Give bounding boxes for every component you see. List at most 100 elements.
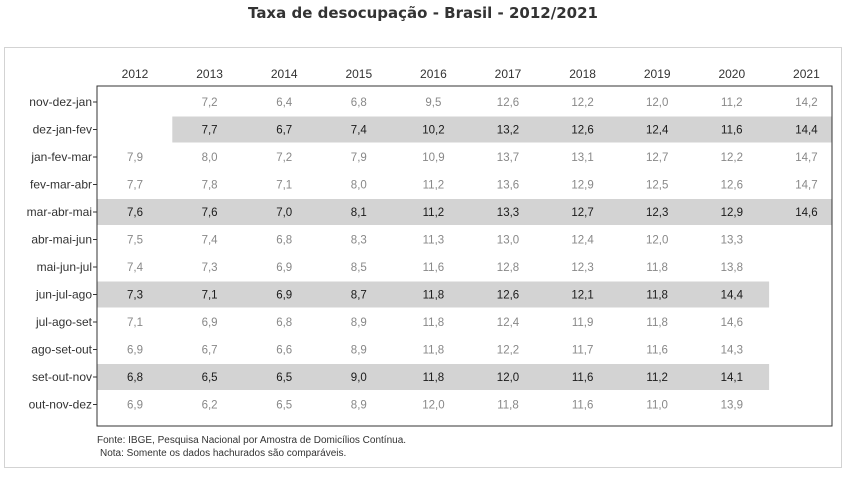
cell-value: 7,7 [127,180,143,192]
cell-value: 11,8 [646,262,668,274]
cell-value: 7,1 [202,290,218,302]
cell-value: 7,4 [202,235,219,247]
cell-value: 11,6 [572,372,594,384]
cell-value: 11,6 [572,400,594,412]
cell-value: 14,4 [795,125,818,137]
cell-value: 6,9 [276,290,292,302]
year-header: 2017 [495,67,522,81]
row-label: abr-mai-jun [31,233,92,247]
row-label: mar-abr-mai [27,205,92,219]
cell-value: 12,4 [646,125,669,137]
cell-value: 8,1 [351,207,367,219]
cell-value: 6,9 [202,317,218,329]
cell-value: 12,3 [571,262,593,274]
cell-value: 11,6 [721,125,743,137]
cell-value: 7,4 [127,262,144,274]
cell-value: 14,2 [795,97,817,109]
cell-value: 11,2 [423,180,445,192]
cell-value: 12,7 [571,207,593,219]
year-header: 2014 [271,67,298,81]
row-label: out-nov-dez [29,398,92,412]
year-header: 2019 [644,67,671,81]
highlight-band [172,116,833,143]
cell-value: 8,9 [351,400,367,412]
cell-value: 6,9 [127,400,143,412]
cell-value: 13,6 [497,180,519,192]
cell-value: 14,4 [721,290,744,302]
cell-value: 13,3 [497,207,519,219]
cell-value: 6,8 [351,97,367,109]
cell-value: 11,8 [646,290,668,302]
cell-value: 7,6 [127,207,143,219]
cell-value: 6,6 [276,345,292,357]
cell-value: 11,8 [423,290,445,302]
cell-value: 8,9 [351,345,367,357]
cell-value: 6,5 [202,372,218,384]
row-label: jul-ago-set [35,315,93,329]
cell-value: 6,4 [276,97,293,109]
cell-value: 7,1 [276,180,292,192]
cell-value: 7,8 [202,180,218,192]
cell-value: 9,5 [425,97,441,109]
cell-value: 11,8 [423,372,445,384]
cell-value: 13,9 [721,400,743,412]
cell-value: 7,3 [127,290,143,302]
cell-value: 12,4 [571,235,594,247]
year-header: 2016 [420,67,447,81]
cell-value: 6,9 [127,345,143,357]
cell-value: 7,0 [276,207,292,219]
year-header: 2018 [569,67,596,81]
cell-value: 13,7 [497,152,519,164]
cell-value: 8,0 [202,152,218,164]
cell-value: 14,6 [795,207,817,219]
cell-value: 13,1 [571,152,593,164]
row-label: dez-jan-fev [33,123,92,137]
cell-value: 7,6 [202,207,218,219]
cell-value: 14,1 [721,372,743,384]
cell-value: 12,0 [646,97,668,109]
cell-value: 12,3 [646,207,668,219]
cell-value: 12,5 [646,180,668,192]
cell-value: 11,0 [646,400,668,412]
row-label: jun-jul-ago [35,288,92,302]
cell-value: 12,0 [497,372,519,384]
cell-value: 13,3 [721,235,743,247]
cell-value: 10,2 [422,125,444,137]
cell-value: 8,7 [351,290,367,302]
source-note: Fonte: IBGE, Pesquisa Nacional por Amost… [97,435,407,446]
cell-value: 11,8 [497,400,519,412]
cell-value: 7,3 [202,262,218,274]
cell-value: 11,2 [646,372,668,384]
cell-value: 7,7 [202,125,218,137]
cell-value: 8,0 [351,180,367,192]
cell-value: 12,8 [497,262,519,274]
cell-value: 12,6 [571,125,593,137]
cell-value: 12,9 [721,207,743,219]
cell-value: 12,4 [497,317,520,329]
row-label: jan-fev-mar [30,150,92,164]
cell-value: 13,0 [497,235,519,247]
cell-value: 14,7 [795,152,817,164]
cell-value: 8,5 [351,262,367,274]
cell-value: 12,6 [721,180,743,192]
cell-value: 6,7 [276,125,292,137]
cell-value: 11,2 [423,207,445,219]
cell-value: 12,2 [497,345,519,357]
highlight-band [97,281,770,308]
cell-value: 7,5 [127,235,143,247]
cell-value: 10,9 [422,152,444,164]
cell-value: 12,7 [646,152,668,164]
cell-value: 7,9 [351,152,367,164]
cell-value: 6,7 [202,345,218,357]
cell-value: 6,2 [202,400,218,412]
year-header: 2021 [793,67,820,81]
cell-value: 14,3 [721,345,743,357]
cell-value: 13,2 [497,125,519,137]
cell-value: 8,9 [351,317,367,329]
row-label: fev-mar-abr [30,178,92,192]
row-label: nov-dez-jan [29,95,92,109]
cell-value: 13,8 [721,262,743,274]
table-panel-border [96,85,833,427]
year-header: 2013 [196,67,223,81]
cell-value: 12,0 [422,400,444,412]
